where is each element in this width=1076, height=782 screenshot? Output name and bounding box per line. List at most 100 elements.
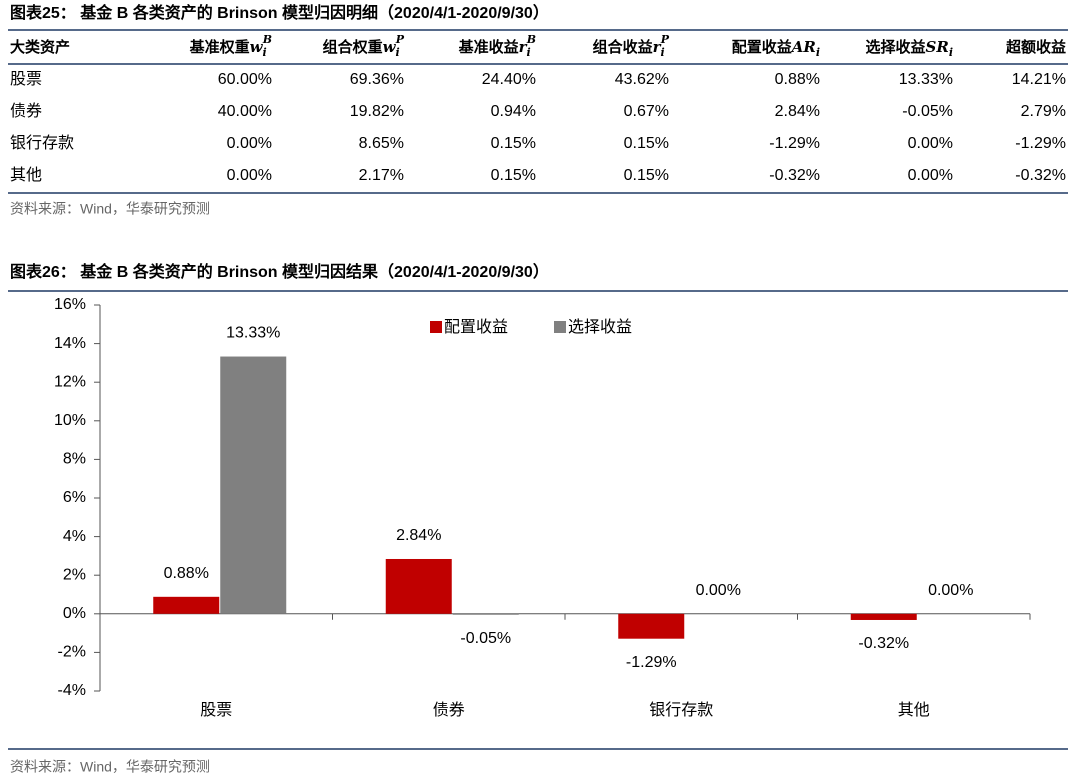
row-label: 股票 <box>10 70 42 88</box>
header-text: 超额收益 <box>1005 38 1066 56</box>
data-label: 0.88% <box>164 565 209 582</box>
header-sup: P <box>395 33 405 46</box>
header-var: AR <box>790 38 816 56</box>
y-tick-label: -2% <box>58 644 86 661</box>
table-cell: 13.33% <box>899 71 953 88</box>
table-header-cell: 基准权重wiB <box>189 33 272 59</box>
bar <box>153 596 220 614</box>
table-source: 资料来源：Wind，华泰研究预测 <box>10 201 210 217</box>
bar <box>452 613 519 615</box>
x-tick-label: 股票 <box>200 701 232 719</box>
row-label: 银行存款 <box>10 134 74 152</box>
legend-label: 选择收益 <box>568 318 632 336</box>
table-cell: 2.84% <box>775 103 820 120</box>
header-var: w <box>250 38 264 56</box>
table-cell: 0.15% <box>491 135 536 152</box>
header-text: 选择收益 <box>865 38 925 56</box>
table-cell: 0.15% <box>491 167 536 184</box>
table-header-cell: 选择收益SRi <box>865 38 953 59</box>
row-label: 其他 <box>10 166 42 184</box>
y-tick-label: 16% <box>54 296 86 313</box>
table-title: 图表25： 基金 B 各类资产的 Brinson 模型归因明细（2020/4/1… <box>10 3 549 22</box>
y-tick-label: 14% <box>54 335 86 352</box>
header-sub: i <box>263 46 267 59</box>
data-label: 13.33% <box>226 325 280 342</box>
row-label: 债券 <box>10 102 42 120</box>
chart-title: 图表26： 基金 B 各类资产的 Brinson 模型归因结果（2020/4/1… <box>10 262 549 281</box>
header-text: 基准权重 <box>189 38 250 56</box>
header-sub: i <box>396 46 400 59</box>
table-header-cell: 组合收益riP <box>593 33 670 59</box>
header-text: 组合收益 <box>593 38 653 56</box>
y-tick-label: 2% <box>63 566 86 583</box>
data-label: 2.84% <box>396 527 441 544</box>
y-tick-label: 4% <box>63 528 86 545</box>
y-tick-label: 0% <box>63 605 86 622</box>
header-text: 基准收益 <box>458 38 519 56</box>
header-var: w <box>383 38 397 56</box>
table-header-cell: 大类资产 <box>10 38 70 56</box>
table-cell: 0.94% <box>491 103 536 120</box>
y-tick-label: 6% <box>63 489 86 506</box>
header-sub: i <box>527 46 531 59</box>
table-cell: -0.32% <box>769 167 820 184</box>
header-sup: B <box>262 33 272 46</box>
table-cell: 60.00% <box>218 71 272 88</box>
table-cell: 0.00% <box>227 135 272 152</box>
y-tick-label: 8% <box>63 451 86 468</box>
table-cell: 69.36% <box>350 71 404 88</box>
x-tick-label: 银行存款 <box>649 701 713 719</box>
table-cell: 0.00% <box>227 167 272 184</box>
table-cell: 0.15% <box>624 135 669 152</box>
bar <box>385 558 452 614</box>
table-header-cell: 超额收益 <box>1005 38 1066 56</box>
header-var: SR <box>926 38 949 56</box>
table-cell: -1.29% <box>1015 135 1066 152</box>
legend-label: 配置收益 <box>444 318 508 336</box>
table-cell: 19.82% <box>350 103 404 120</box>
y-tick-label: 12% <box>54 373 86 390</box>
legend-swatch <box>554 321 566 333</box>
header-sub: i <box>816 46 820 59</box>
table-cell: 14.21% <box>1012 71 1066 88</box>
header-text: 配置收益 <box>732 38 792 56</box>
header-sub: i <box>661 46 665 59</box>
header-sub: i <box>949 46 953 59</box>
table-cell: 43.62% <box>615 71 669 88</box>
table-cell: 0.15% <box>624 167 669 184</box>
chart-source: 资料来源：Wind，华泰研究预测 <box>10 759 210 775</box>
bar <box>618 613 685 639</box>
header-text: 组合权重 <box>323 38 383 56</box>
table-cell: 24.40% <box>482 71 536 88</box>
x-tick-label: 债券 <box>433 701 465 719</box>
table-cell: 8.65% <box>359 135 404 152</box>
table-cell: 2.17% <box>359 167 404 184</box>
bar <box>850 613 917 620</box>
table-cell: -0.05% <box>902 103 953 120</box>
header-var: r <box>653 38 662 56</box>
y-tick-label: 10% <box>54 412 86 429</box>
data-label: -1.29% <box>626 654 677 671</box>
table-cell: 40.00% <box>218 103 272 120</box>
table-cell: -0.32% <box>1015 167 1066 184</box>
legend-swatch <box>430 321 442 333</box>
data-label: -0.05% <box>460 630 511 647</box>
header-text: 大类资产 <box>10 38 70 56</box>
table-header-cell: 基准收益riB <box>458 33 536 59</box>
table-cell: 0.00% <box>908 135 953 152</box>
table-cell: 2.79% <box>1021 103 1066 120</box>
header-var: r <box>519 38 528 56</box>
data-label: 0.00% <box>928 582 973 599</box>
data-label: -0.32% <box>858 635 909 652</box>
x-tick-label: 其他 <box>898 701 930 719</box>
header-sup: B <box>526 33 536 46</box>
table-header-cell: 配置收益ARi <box>732 38 820 59</box>
table-cell: 0.00% <box>908 167 953 184</box>
y-tick-label: -4% <box>58 682 86 699</box>
table-cell: -1.29% <box>769 135 820 152</box>
table-header-cell: 组合权重wiP <box>323 33 405 59</box>
data-label: 0.00% <box>696 582 741 599</box>
bar <box>220 356 287 614</box>
table-cell: 0.67% <box>624 103 669 120</box>
